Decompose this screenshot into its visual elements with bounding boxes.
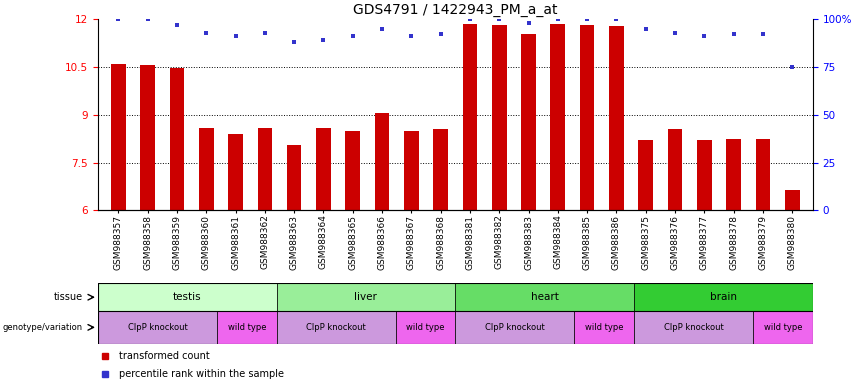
Point — [170, 22, 184, 28]
Bar — [199, 127, 214, 210]
Point — [375, 26, 389, 32]
Text: percentile rank within the sample: percentile rank within the sample — [119, 369, 284, 379]
Bar — [753, 311, 813, 344]
Bar — [258, 127, 272, 210]
Bar — [140, 65, 155, 210]
Point — [785, 64, 799, 70]
Text: wild type: wild type — [227, 323, 266, 332]
Bar — [98, 283, 277, 311]
Bar — [228, 134, 243, 210]
Point — [551, 16, 564, 22]
Bar — [697, 140, 711, 210]
Text: heart: heart — [531, 292, 558, 302]
Text: ClpP knockout: ClpP knockout — [306, 323, 366, 332]
Bar — [638, 140, 653, 210]
Bar — [433, 129, 448, 210]
Bar — [609, 26, 624, 210]
Text: brain: brain — [710, 292, 737, 302]
Point — [639, 26, 653, 32]
Text: wild type: wild type — [763, 323, 802, 332]
Bar — [169, 68, 185, 210]
Bar — [316, 127, 331, 210]
Bar — [396, 311, 455, 344]
Bar — [455, 311, 574, 344]
Text: tissue: tissue — [54, 292, 83, 302]
Bar — [98, 311, 217, 344]
Text: ClpP knockout: ClpP knockout — [485, 323, 545, 332]
Bar — [726, 139, 741, 210]
Point — [698, 33, 711, 40]
Point — [727, 31, 740, 38]
Bar — [756, 139, 770, 210]
Point — [756, 31, 769, 38]
Text: testis: testis — [173, 292, 202, 302]
Text: ClpP knockout: ClpP knockout — [128, 323, 187, 332]
Point — [580, 16, 594, 22]
Text: genotype/variation: genotype/variation — [3, 323, 83, 332]
Bar — [374, 113, 390, 210]
Bar — [277, 283, 455, 311]
Text: wild type: wild type — [585, 323, 624, 332]
Point — [609, 16, 623, 22]
Bar — [217, 311, 277, 344]
Point — [668, 30, 682, 36]
Bar — [346, 131, 360, 210]
Bar — [492, 25, 506, 210]
Bar — [574, 311, 634, 344]
Bar — [634, 283, 813, 311]
Bar — [785, 190, 800, 210]
Point — [199, 30, 213, 36]
Bar — [287, 145, 301, 210]
Bar — [551, 24, 565, 210]
Point — [141, 16, 155, 22]
Bar — [580, 25, 595, 210]
Point — [317, 37, 330, 43]
Point — [434, 31, 448, 38]
Point — [493, 16, 506, 22]
Point — [258, 30, 271, 36]
Text: ClpP knockout: ClpP knockout — [664, 323, 723, 332]
Point — [522, 20, 535, 26]
Bar — [404, 131, 419, 210]
Point — [346, 33, 360, 40]
Text: liver: liver — [355, 292, 377, 302]
Point — [229, 33, 243, 40]
Bar — [455, 283, 634, 311]
Text: transformed count: transformed count — [119, 351, 210, 361]
Title: GDS4791 / 1422943_PM_a_at: GDS4791 / 1422943_PM_a_at — [353, 3, 557, 17]
Point — [404, 33, 418, 40]
Point — [111, 16, 125, 22]
Bar — [277, 311, 396, 344]
Point — [288, 39, 301, 45]
Bar — [111, 64, 126, 210]
Bar — [668, 129, 683, 210]
Bar — [521, 33, 536, 210]
Point — [463, 16, 477, 22]
Bar — [463, 24, 477, 210]
Bar — [634, 311, 753, 344]
Text: wild type: wild type — [406, 323, 445, 332]
